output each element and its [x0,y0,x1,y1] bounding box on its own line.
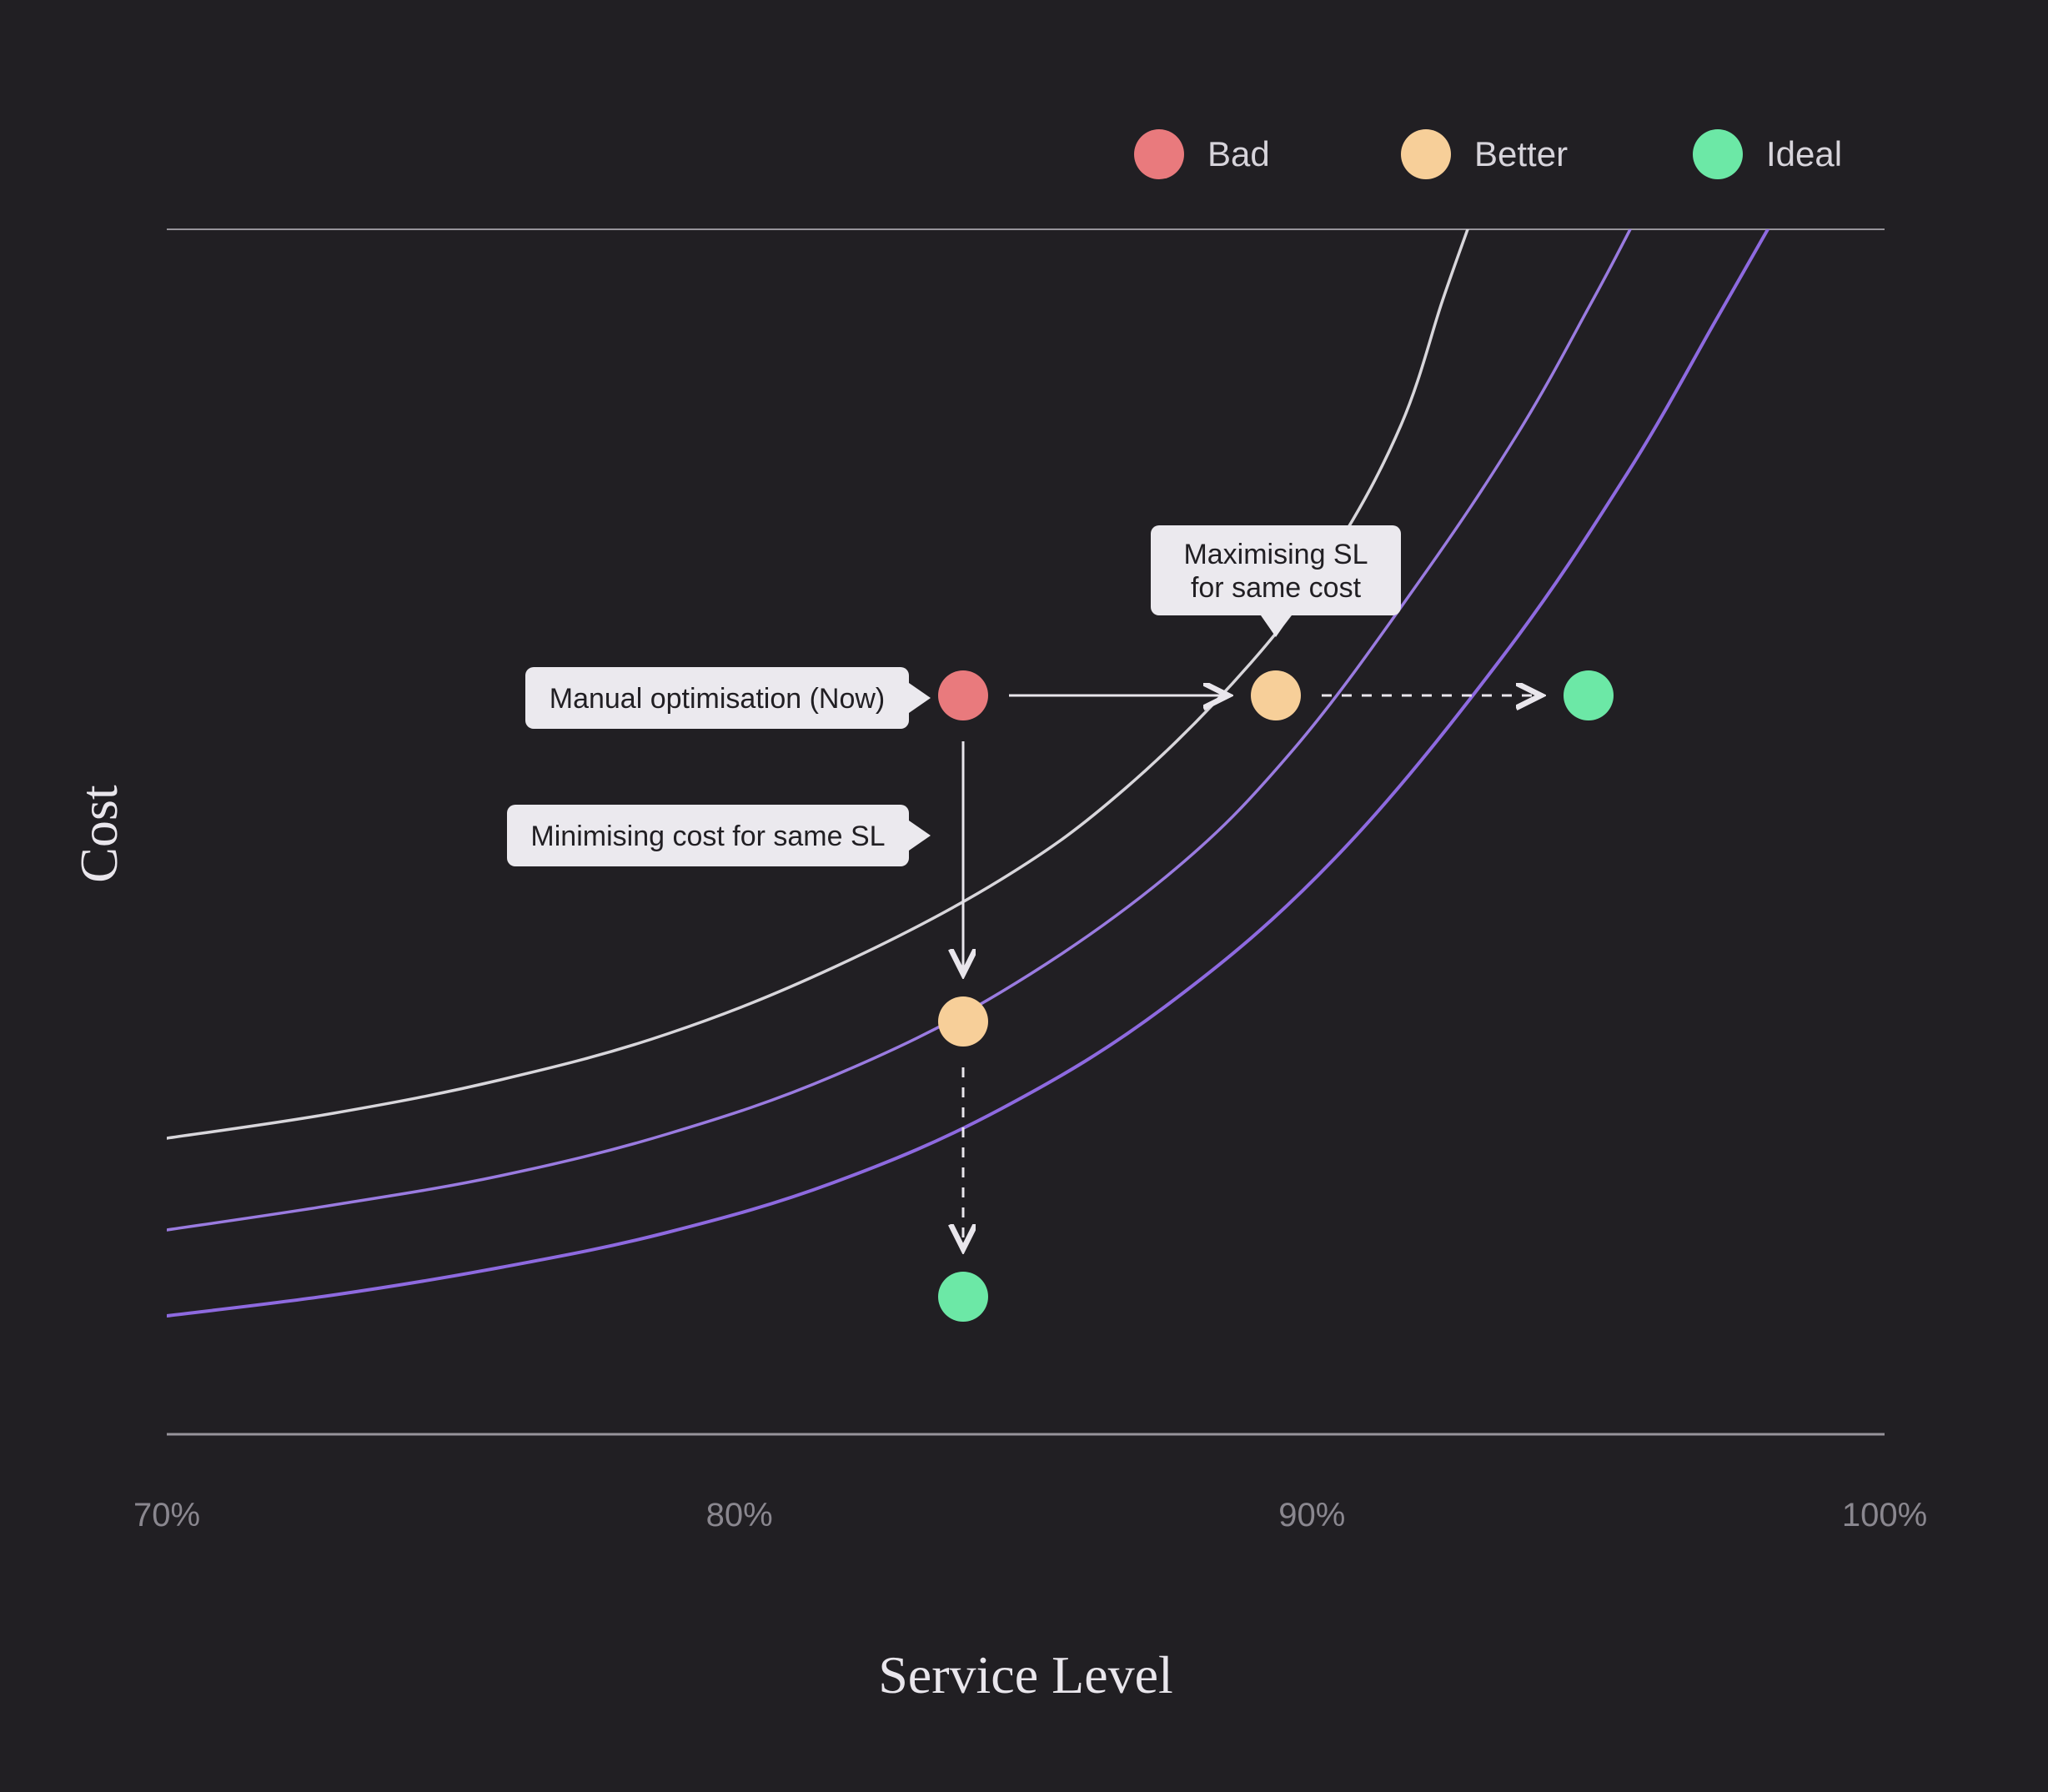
legend-bad-marker [1134,129,1184,179]
x-axis-title: Service Level [878,1645,1173,1704]
bad-point [938,670,988,720]
ideal-down [938,1272,988,1322]
x-tick-label: 80% [706,1497,773,1533]
legend-ideal-marker [1693,129,1743,179]
chart-bg [0,0,2048,1792]
chart-container: 70% 80% 90% 100% Service Level Cost Manual opt… [0,0,2048,1792]
legend-bad-label: Bad [1207,134,1270,173]
ideal-right [1564,670,1614,720]
callout-manual-text: Manual optimisation (Now) [550,683,886,715]
callout-min-cost: Minimising cost for same SL [507,805,931,866]
x-tick-label: 90% [1278,1497,1345,1533]
x-tick-label: 70% [133,1497,200,1533]
y-axis-title: Cost [69,785,128,883]
callout-manual: Manual optimisation (Now) [525,667,931,729]
legend-better-marker [1401,129,1451,179]
legend-ideal-label: Ideal [1766,134,1842,173]
x-tick-label: 100% [1842,1497,1927,1533]
callout-max-sl-line2: for same cost [1191,572,1362,604]
better-down [938,996,988,1047]
callout-min-cost-text: Minimising cost for same SL [530,821,885,852]
efficient-frontier-chart: 70% 80% 90% 100% Service Level Cost Manual opt… [0,0,2048,1792]
callout-max-sl-line1: Maximising SL [1183,539,1368,570]
better-right [1251,670,1301,720]
legend-better-label: Better [1474,134,1568,173]
